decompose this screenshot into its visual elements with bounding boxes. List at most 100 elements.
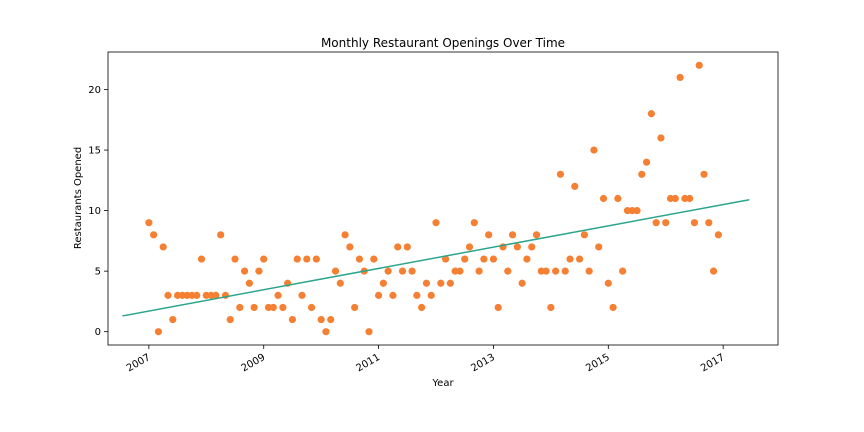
data-point (638, 170, 646, 178)
x-axis-label: Year (431, 378, 454, 389)
data-point (470, 219, 478, 227)
data-point (312, 255, 320, 263)
data-point (288, 315, 297, 324)
data-point (475, 267, 483, 275)
data-point (614, 194, 622, 203)
data-point (465, 243, 474, 251)
data-point (456, 267, 464, 275)
data-point (671, 194, 679, 203)
data-point (231, 255, 239, 263)
data-point (432, 219, 440, 227)
data-point (599, 194, 608, 203)
data-point (504, 267, 512, 275)
data-point (293, 255, 301, 263)
data-point (714, 231, 722, 239)
data-point (398, 267, 407, 275)
x-tick-label: 2011 (355, 352, 383, 374)
data-point (394, 243, 402, 251)
data-point (561, 267, 569, 275)
data-point (317, 315, 325, 324)
axes-frame (107, 51, 779, 346)
data-point (240, 267, 249, 275)
data-point (633, 207, 641, 215)
data-point (513, 243, 521, 251)
data-point (346, 243, 354, 251)
data-point (341, 231, 349, 239)
data-point (427, 291, 435, 299)
data-point (480, 255, 488, 263)
data-point (245, 279, 253, 287)
data-point (355, 255, 364, 263)
data-point (542, 267, 550, 275)
y-axis-ticks: 0 5 10 15 20 (88, 85, 108, 338)
data-point (700, 170, 708, 178)
data-point (255, 267, 263, 275)
data-point (552, 267, 560, 275)
y-tick-label: 15 (88, 146, 101, 157)
data-point (331, 267, 340, 275)
data-point (590, 146, 598, 154)
data-point (389, 291, 397, 299)
data-point (446, 279, 454, 287)
data-point (494, 303, 502, 312)
data-point (193, 291, 201, 299)
data-point (307, 303, 316, 312)
data-point (547, 303, 555, 312)
data-point (571, 182, 579, 190)
data-point (260, 255, 268, 263)
data-point (212, 291, 220, 299)
trend-line (122, 198, 750, 317)
data-point (642, 158, 651, 166)
x-axis-ticks: 2007 2009 2011 2013 2015 2017 (125, 345, 727, 374)
data-point (298, 291, 306, 299)
data-point (705, 219, 713, 227)
data-point (351, 303, 359, 312)
y-tick-label: 5 (95, 267, 101, 278)
data-point (523, 255, 531, 263)
data-point (250, 303, 258, 312)
data-point (408, 267, 416, 275)
data-point (580, 231, 588, 239)
data-point (327, 315, 335, 324)
data-point (686, 194, 694, 203)
data-point (609, 303, 617, 312)
data-point (169, 315, 177, 324)
data-point (575, 255, 584, 263)
data-point (441, 255, 450, 263)
y-tick-label: 10 (88, 206, 101, 217)
data-point (418, 303, 426, 312)
y-tick-label: 20 (88, 85, 101, 96)
data-point (647, 110, 655, 118)
data-point (217, 231, 225, 239)
x-tick-label: 2009 (240, 352, 268, 374)
data-point (518, 279, 526, 287)
data-point (164, 291, 172, 299)
data-point (489, 255, 498, 263)
data-point (619, 267, 627, 275)
x-tick-label: 2015 (584, 352, 612, 374)
data-point (374, 291, 383, 299)
y-axis-label: Restaurants Opened (73, 147, 84, 249)
data-point (662, 219, 670, 227)
data-point (154, 328, 163, 336)
chart-title: Monthly Restaurant Openings Over Time (321, 36, 565, 50)
data-point (422, 279, 431, 287)
y-tick-label: 0 (95, 327, 101, 338)
data-point (508, 231, 517, 239)
data-point (159, 243, 167, 251)
data-point (413, 291, 421, 299)
data-point (403, 243, 411, 251)
data-point (695, 61, 703, 69)
data-point (322, 328, 330, 336)
data-point (485, 231, 493, 239)
data-point (145, 219, 153, 227)
data-point (437, 279, 445, 287)
x-tick-label: 2007 (125, 352, 153, 374)
data-point (652, 219, 660, 227)
data-point (197, 255, 206, 263)
data-point (236, 303, 244, 312)
data-point (585, 267, 593, 275)
data-point (365, 328, 373, 336)
data-point (528, 243, 536, 251)
